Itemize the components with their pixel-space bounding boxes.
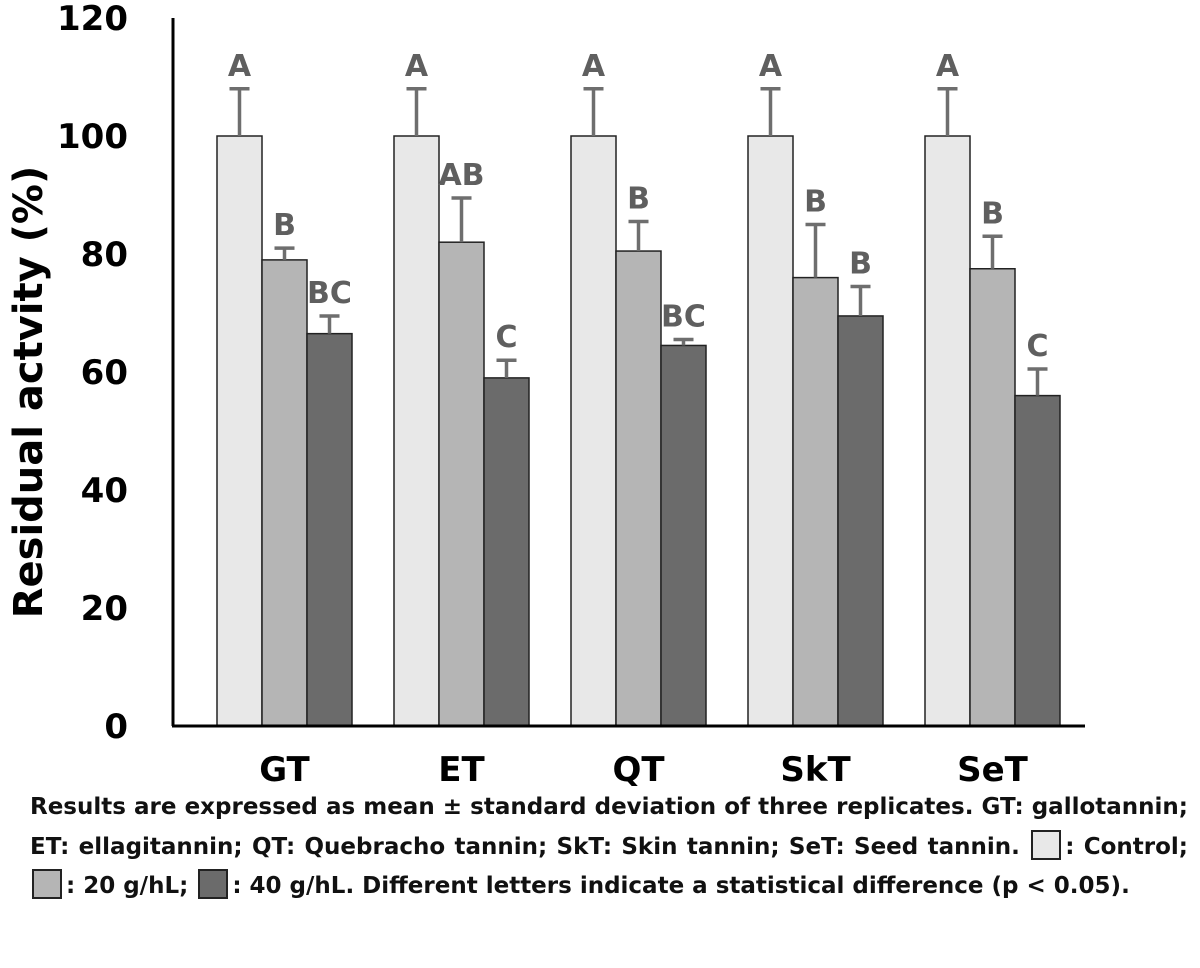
legend-swatch-40g [198, 869, 229, 899]
bar-set-0 [924, 135, 971, 727]
figure-caption: Results are expressed as mean ± standard… [30, 788, 1188, 907]
bar-set-2 [1014, 394, 1061, 727]
significance-letter: C [495, 320, 517, 355]
bar-qt-0 [570, 135, 617, 727]
y-axis-title: Residual actvity (%) [6, 166, 52, 619]
significance-letter: A [936, 49, 960, 84]
category-label-et: ET [438, 750, 485, 790]
legend-swatch-control [1031, 829, 1062, 860]
significance-letter: BC [307, 276, 352, 311]
y-tick-label: 60 [81, 353, 128, 393]
bar-gt-2 [306, 332, 353, 727]
bar-skt-2 [837, 315, 884, 727]
bar-qt-1 [615, 250, 662, 727]
bar-et-0 [393, 135, 440, 727]
category-labels-group: GT ET QT SkT SeT [259, 750, 1028, 790]
significance-letter: B [273, 208, 296, 243]
bars-group [216, 135, 1061, 727]
significance-letter: B [627, 182, 650, 217]
category-label-gt: GT [259, 750, 310, 790]
y-tick-label: 40 [81, 471, 128, 511]
significance-letter: BC [661, 300, 706, 335]
bar-et-2 [483, 377, 530, 727]
significance-letter: A [582, 49, 606, 84]
significance-letter: A [405, 49, 429, 84]
bar-skt-0 [747, 135, 794, 727]
bar-et-1 [438, 241, 485, 727]
legend-label-control: : Control; [1065, 833, 1188, 860]
caption-text: Results are expressed as mean ± standard… [30, 794, 1188, 860]
error-bars-group [229, 87, 1048, 396]
bar-set-1 [969, 268, 1016, 727]
legend-label-20g: : 20 g/hL; [66, 873, 189, 899]
legend-label-40g: : 40 g/hL. Different letters indicate a … [232, 873, 1130, 899]
y-tick-label: 20 [81, 589, 128, 629]
significance-letter: B [981, 196, 1004, 231]
category-label-set: SeT [957, 750, 1029, 790]
y-tick-label: 120 [57, 0, 128, 39]
category-label-qt: QT [612, 750, 665, 790]
legend-swatch-20g [32, 869, 62, 899]
y-axis-ticks: 0 20 40 60 80 100 120 [57, 0, 128, 747]
significance-letter: A [228, 49, 252, 84]
bar-gt-0 [216, 135, 263, 727]
y-tick-label: 100 [57, 117, 128, 157]
y-tick-label: 0 [104, 707, 128, 747]
bar-qt-2 [660, 344, 707, 727]
significance-letter: AB [438, 158, 484, 193]
category-label-skt: SkT [780, 750, 851, 790]
y-tick-label: 80 [81, 235, 128, 275]
bar-skt-1 [792, 276, 839, 727]
bar-gt-1 [261, 259, 308, 727]
significance-letter: C [1026, 329, 1048, 364]
significance-letter: B [804, 185, 827, 220]
significance-letter: B [849, 246, 872, 281]
significance-letter: A [759, 49, 783, 84]
